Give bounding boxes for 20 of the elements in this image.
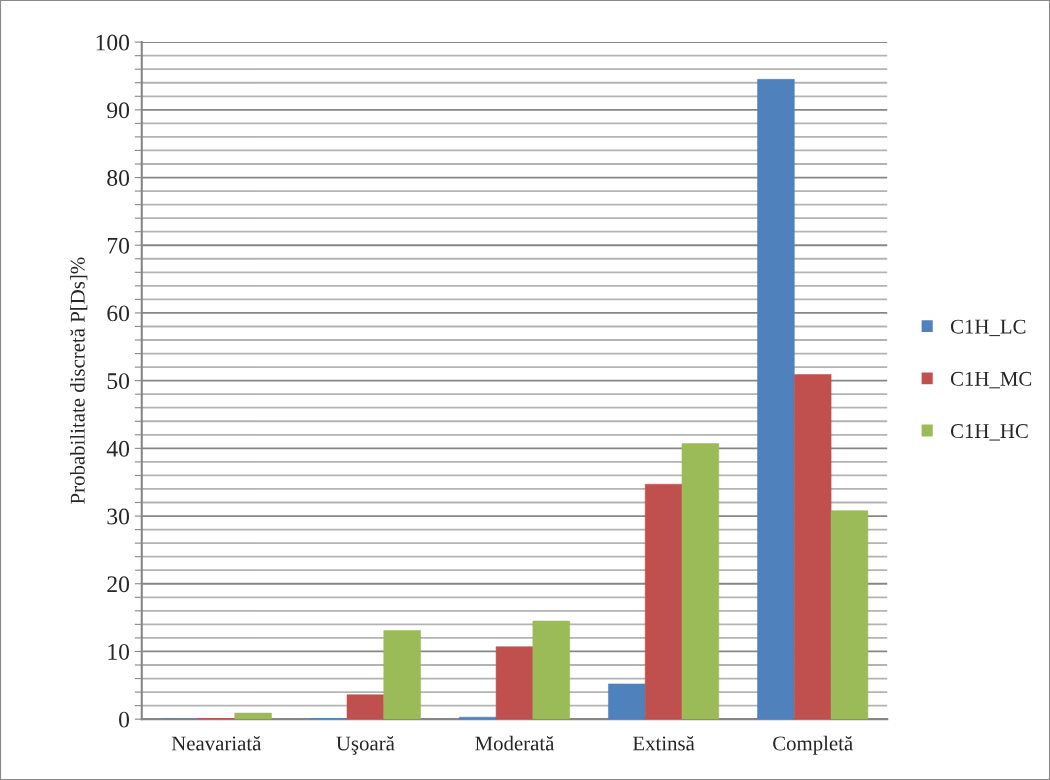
- y-tick-label: 80: [107, 170, 130, 186]
- x-tick-label: Moderată: [475, 735, 555, 751]
- y-tick-label: 20: [107, 576, 130, 593]
- legend-label: C1H_MC: [950, 371, 1032, 389]
- y-tick-label: 60: [107, 305, 130, 322]
- y-tick-label: 0: [119, 711, 130, 728]
- x-tick-label: Neavariată: [171, 736, 262, 751]
- y-tick-label: 40: [106, 440, 130, 457]
- y-tick-label: 70: [107, 237, 130, 254]
- y-tick-label: 50: [107, 373, 130, 390]
- y-axis-title: Probabilitate discretă P[Ds]%: [70, 257, 88, 504]
- legend-label: C1H_LC: [950, 319, 1026, 337]
- y-tick-label: 10: [108, 643, 130, 660]
- x-tick-label: Completă: [773, 735, 853, 755]
- legend-label: C1H_HC: [950, 424, 1028, 441]
- x-tick-label: Extinsă: [632, 736, 695, 751]
- x-tick-label: Uşoară: [336, 736, 395, 755]
- y-tick-label: 30: [107, 508, 130, 525]
- y-tick-label: 90: [107, 102, 130, 119]
- y-tick-label: 100: [96, 34, 130, 51]
